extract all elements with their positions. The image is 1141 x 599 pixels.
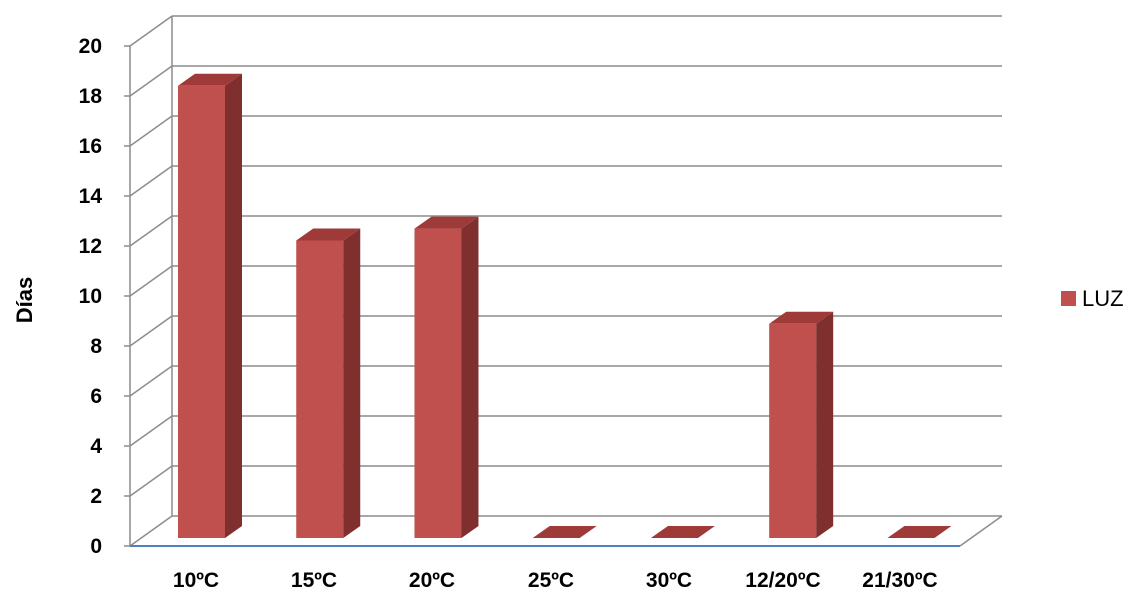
bar-front [414, 228, 462, 538]
y-tick-label: 6 [90, 385, 102, 408]
x-category-labels: 10ºC 15ºC 20ºC 25ºC 30ºC 12/20ºC 21/30ºC [173, 569, 938, 592]
y-tick-label: 20 [79, 35, 102, 58]
bar-front [296, 240, 344, 538]
y-tick-label: 4 [90, 435, 102, 458]
x-category-label: 21/30ºC [862, 569, 937, 592]
gridline-diagonal [129, 15, 173, 47]
floor-right-edge [959, 515, 1003, 547]
bar-top [532, 526, 597, 538]
bar-15ºC [296, 228, 361, 538]
bar-front [769, 323, 817, 538]
y-tick-label: 14 [79, 185, 103, 208]
y-tick-label: 0 [90, 535, 102, 558]
x-category-label: 15ºC [291, 569, 337, 592]
bar-12/20ºC [769, 311, 834, 538]
legend: LUZ [1061, 286, 1124, 311]
x-category-label: 25ºC [528, 569, 574, 592]
gridline-diagonal [129, 265, 173, 297]
gridline-diagonal [129, 315, 173, 347]
x-category-label: 20ºC [409, 569, 455, 592]
y-tick-label: 2 [90, 485, 102, 508]
gridlines [124, 15, 1003, 547]
bar-top [178, 73, 242, 86]
y-tick-label: 16 [79, 135, 102, 158]
bars [178, 73, 952, 539]
y-tick-labels: 0 2 4 6 8 10 12 14 16 18 20 [79, 35, 103, 558]
gridline-diagonal [129, 115, 173, 147]
gridline-diagonal [129, 415, 173, 447]
y-tick-label: 10 [79, 285, 102, 308]
bar-top [414, 216, 479, 229]
x-category-label: 30ºC [646, 569, 692, 592]
legend-label: LUZ [1082, 286, 1124, 311]
bar-side [461, 216, 479, 538]
bar-side [343, 228, 361, 538]
y-tick-label: 8 [90, 335, 102, 358]
gridline-diagonal [129, 65, 173, 97]
bar-top [296, 228, 361, 241]
bar-25ºC [532, 526, 597, 538]
gridline-diagonal [129, 515, 173, 547]
bar-top [769, 311, 834, 324]
gridline-diagonal [129, 465, 173, 497]
gridline-diagonal [129, 215, 173, 247]
y-tick-label: 18 [79, 85, 103, 108]
bar-side [816, 311, 834, 538]
bar-21/30ºC [887, 526, 952, 538]
y-tick-label: 12 [79, 235, 102, 258]
x-category-label: 10ºC [173, 569, 219, 592]
bar-top [887, 526, 952, 538]
gridline-diagonal [129, 365, 173, 397]
bar-20ºC [414, 216, 479, 538]
x-category-label: 12/20ºC [745, 569, 820, 592]
bar-30ºC [650, 526, 715, 538]
gridline-diagonal [129, 165, 173, 197]
legend-swatch [1061, 291, 1076, 306]
y-axis-title: Días [12, 277, 37, 323]
bar-top [650, 526, 715, 538]
bar-side [225, 73, 242, 539]
bar-front [178, 85, 225, 539]
bar-10ºC [178, 73, 242, 539]
